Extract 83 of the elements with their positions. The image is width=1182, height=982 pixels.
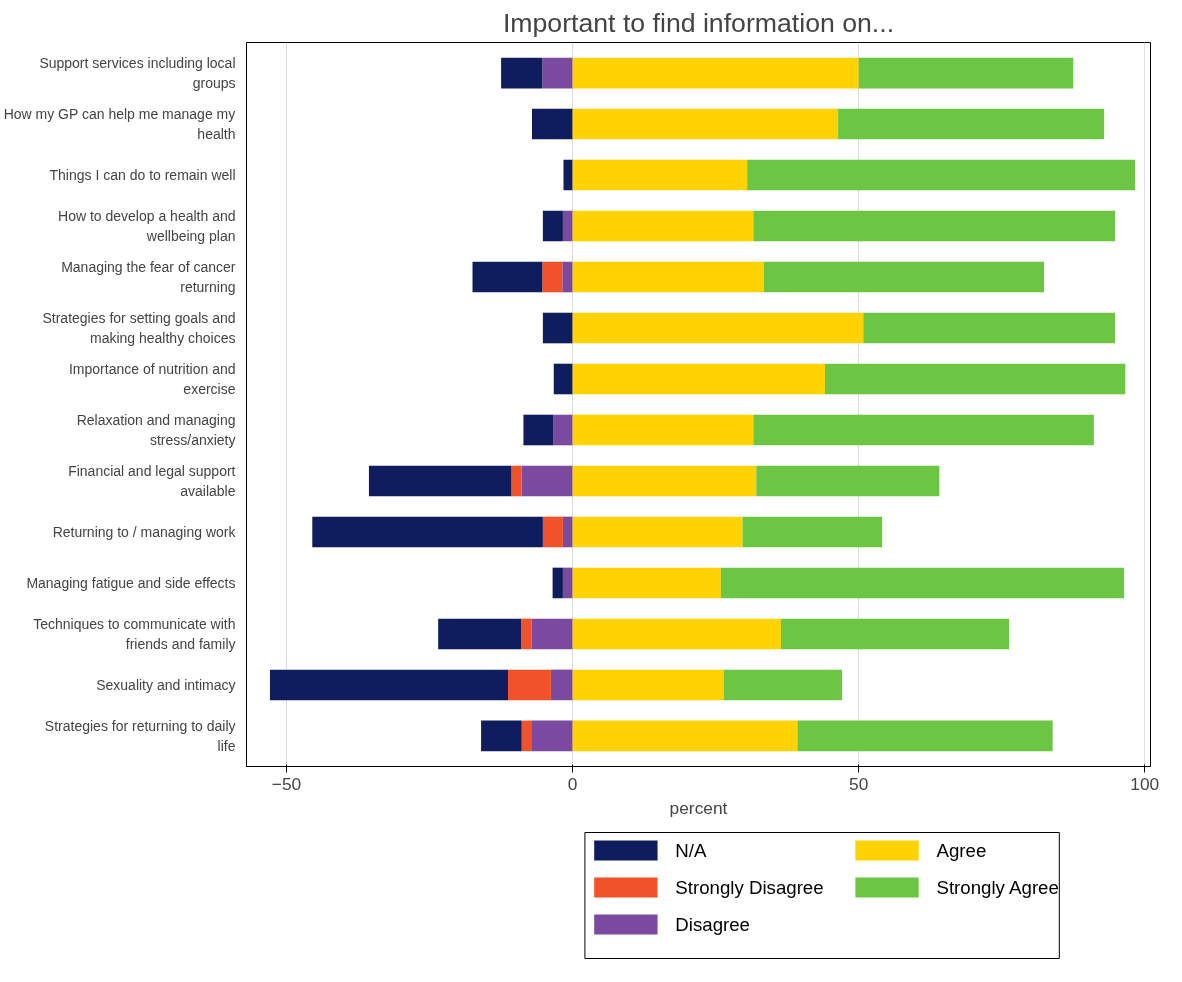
bar [572, 210, 754, 242]
bar [521, 720, 532, 752]
bar [572, 108, 839, 140]
bar [269, 669, 508, 701]
bar [572, 516, 743, 548]
legend-label: Strongly Disagree [675, 877, 824, 898]
bar [531, 618, 573, 650]
y-tick-label: Strategies for setting goals and making healthy choices [42, 310, 236, 346]
bar [838, 108, 1105, 140]
bar [521, 618, 532, 650]
x-tick-label: 50 [849, 773, 869, 794]
chart-title: Important to find information on... [502, 7, 895, 38]
bar [472, 261, 543, 293]
bar [368, 465, 512, 497]
bar [532, 720, 573, 752]
bar [723, 669, 843, 701]
bar [523, 414, 554, 446]
y-tick-label: Importance of nutrition and exercise [68, 361, 236, 397]
x-tick-label: 100 [1130, 773, 1160, 794]
bar [481, 720, 522, 752]
bar [858, 57, 1074, 89]
bar [542, 516, 563, 548]
bar [572, 159, 748, 191]
bar [572, 669, 724, 701]
y-tick-label: How to develop a health and wellbeing plan [58, 208, 236, 244]
bar [542, 57, 573, 89]
bar [572, 312, 864, 344]
bar [542, 312, 573, 344]
bar [753, 210, 1116, 242]
bar [763, 261, 1045, 293]
bar [780, 618, 1010, 650]
y-tick-label: Support services including local groups [39, 55, 236, 91]
bar [572, 618, 781, 650]
bar [312, 516, 543, 548]
x-tick-label: 0 [567, 773, 578, 794]
y-tick-label: Things I can do to remain well [49, 167, 236, 184]
bar [532, 108, 573, 140]
bar [572, 567, 721, 599]
y-tick-label: Managing fatigue and side effects [26, 574, 236, 591]
bar [501, 57, 543, 89]
bar [572, 363, 825, 395]
bar [572, 57, 859, 89]
y-tick-label: How my GP can help me manage my health [3, 106, 236, 142]
bar [438, 618, 522, 650]
bar [747, 159, 1136, 191]
bar [720, 567, 1125, 599]
bar [507, 669, 551, 701]
y-tick-label: Managing the fear of cancer returning [61, 259, 236, 295]
bar [572, 414, 754, 446]
bar [563, 159, 573, 191]
y-tick-label: Relaxation and managing stress/anxiety [76, 412, 236, 448]
bar [562, 210, 573, 242]
y-tick-label: Returning to / managing work [52, 523, 237, 540]
bar [756, 465, 940, 497]
bar [553, 363, 573, 395]
bar [753, 414, 1094, 446]
x-axis-title: percent [669, 797, 728, 818]
bar [542, 210, 563, 242]
bar [550, 669, 573, 701]
bar [572, 261, 764, 293]
bar [562, 567, 573, 599]
bar [562, 516, 573, 548]
legend-label: Disagree [675, 914, 750, 935]
y-tick-label: Financial and legal support available [68, 463, 236, 499]
y-tick-label: Strategies for returning to daily life [44, 718, 236, 754]
legend-label: Strongly Agree [936, 877, 1059, 898]
bar [511, 465, 522, 497]
bar [542, 261, 563, 293]
bar [572, 465, 757, 497]
bar [742, 516, 883, 548]
bar [572, 720, 798, 752]
bar [553, 414, 573, 446]
y-tick-label: Techniques to communicate with friends and family [33, 616, 236, 652]
bar [863, 312, 1116, 344]
x-tick-label: −50 [271, 773, 302, 794]
legend-label: Agree [936, 840, 987, 861]
bar [521, 465, 573, 497]
y-tick-label: Sexuality and intimacy [96, 676, 236, 693]
bar [797, 720, 1053, 752]
legend-label: N/A [675, 840, 707, 861]
bar [824, 363, 1126, 395]
bar [562, 261, 573, 293]
bar [552, 567, 563, 599]
